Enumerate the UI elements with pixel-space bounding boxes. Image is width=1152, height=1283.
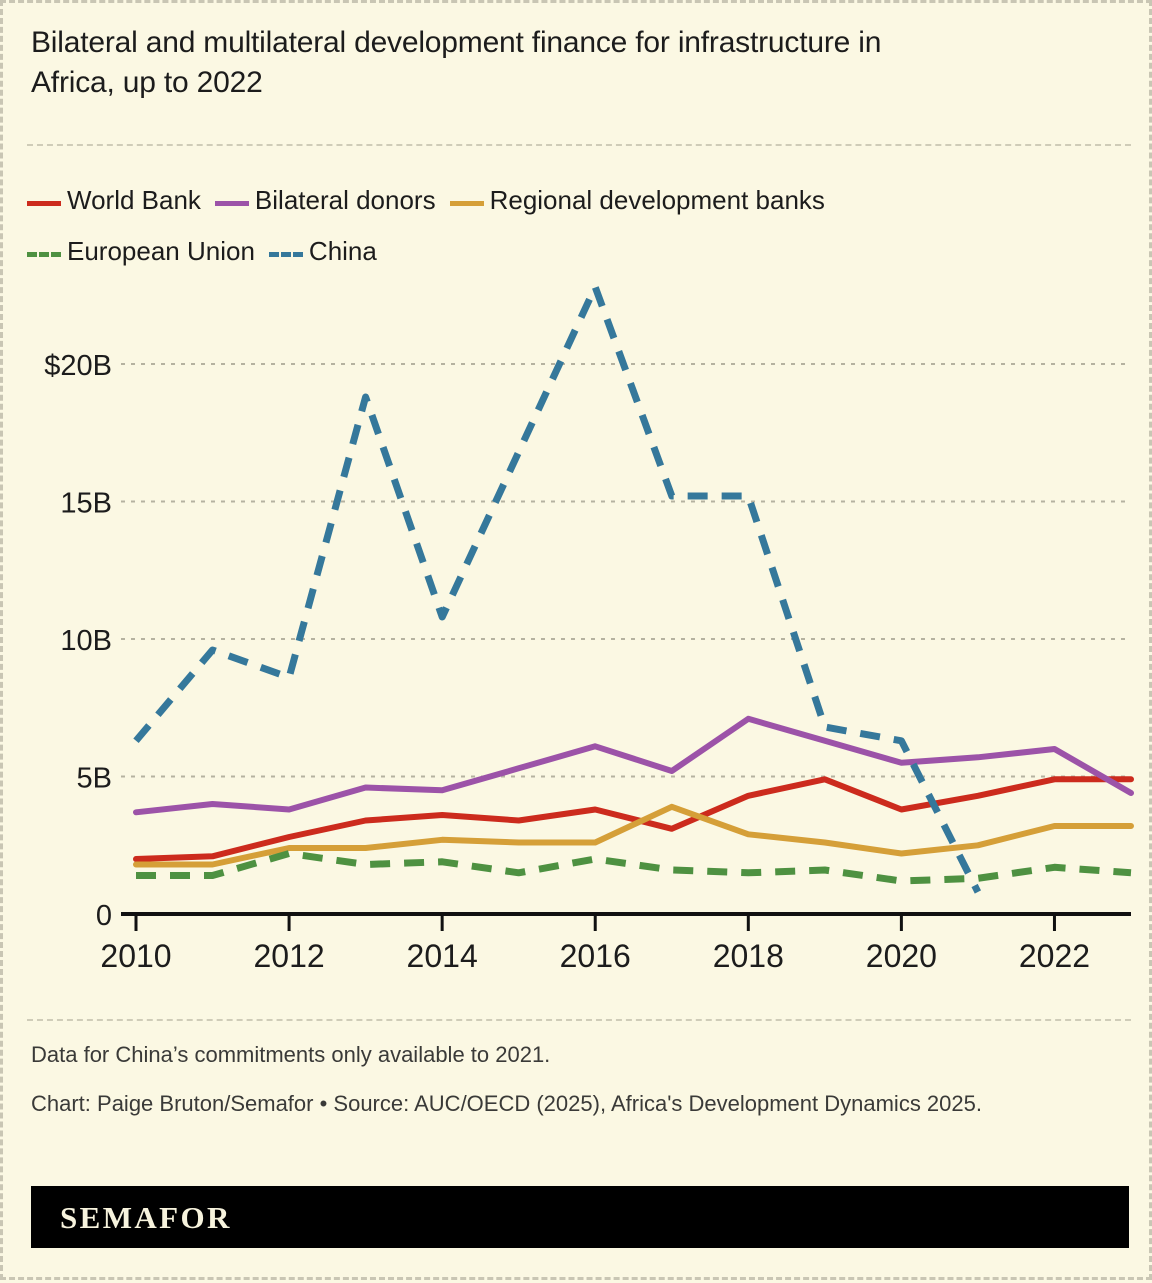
chart-footnote: Data for China’s commitments only availa…: [31, 1042, 551, 1067]
svg-text:0: 0: [96, 900, 112, 932]
y-axis-labels: 0 5B 10B 15B $20B: [44, 350, 112, 932]
legend-swatch-world-bank: [27, 201, 61, 206]
svg-text:2014: 2014: [407, 938, 478, 974]
series-line-european-union: [136, 850, 1132, 885]
legend-label-world-bank: World Bank: [67, 185, 201, 215]
legend-swatch-regional-development-banks: [449, 201, 484, 206]
legend-swatch-bilateral-donors: [214, 201, 249, 206]
series-line-regional-development-banks: [133, 803, 1134, 868]
legend-item-bilateral-donors[interactable]: Bilateral donors: [214, 185, 436, 215]
divider-bottom: [27, 1019, 1131, 1021]
legend-item-regional-development-banks[interactable]: Regional development banks: [449, 185, 825, 215]
series-line-world-bank: [133, 776, 1134, 862]
svg-text:2022: 2022: [1019, 938, 1090, 974]
x-axis: [121, 912, 1131, 931]
legend-swatch-china: [268, 251, 303, 257]
svg-text:2020: 2020: [866, 938, 937, 974]
legend-swatch-european-union: [27, 251, 61, 257]
legend-label-china: China: [308, 235, 377, 266]
x-axis-labels: 2010 2012 2014 2016 2018 2020 2022: [100, 938, 1090, 974]
legend-item-china[interactable]: China: [268, 235, 377, 266]
legend-item-world-bank[interactable]: World Bank: [27, 185, 201, 215]
legend-item-european-union[interactable]: European Union: [27, 236, 255, 266]
gridlines: [121, 363, 1131, 778]
series-line-bilateral-donors: [133, 715, 1134, 816]
chart-credit: Chart: Paige Bruton/Semafor • Source: AU…: [31, 1091, 982, 1116]
svg-text:10B: 10B: [60, 625, 112, 657]
legend-label-bilateral-donors: Bilateral donors: [254, 185, 436, 215]
svg-text:2012: 2012: [253, 938, 324, 974]
svg-text:5B: 5B: [77, 763, 112, 795]
svg-text:$20B: $20B: [44, 350, 112, 382]
semafor-logo-bar: [31, 1186, 1129, 1248]
svg-text:2018: 2018: [713, 938, 784, 974]
legend-label-regional-development-banks: Regional development banks: [489, 185, 825, 215]
svg-text:15B: 15B: [60, 488, 112, 520]
svg-text:2016: 2016: [560, 938, 631, 974]
series-lines: [133, 283, 1134, 894]
svg-text:2010: 2010: [100, 938, 171, 974]
legend-label-european-union: European Union: [67, 235, 255, 266]
series-line-china: [133, 283, 982, 894]
semafor-logo-text: SEMAFOR: [60, 1200, 232, 1235]
chart-legend: World Bank Bilateral donors Regional devel…: [27, 175, 1027, 277]
page-title: Bilateral and multilateral development f…: [31, 26, 882, 99]
divider-top: [27, 144, 1131, 146]
